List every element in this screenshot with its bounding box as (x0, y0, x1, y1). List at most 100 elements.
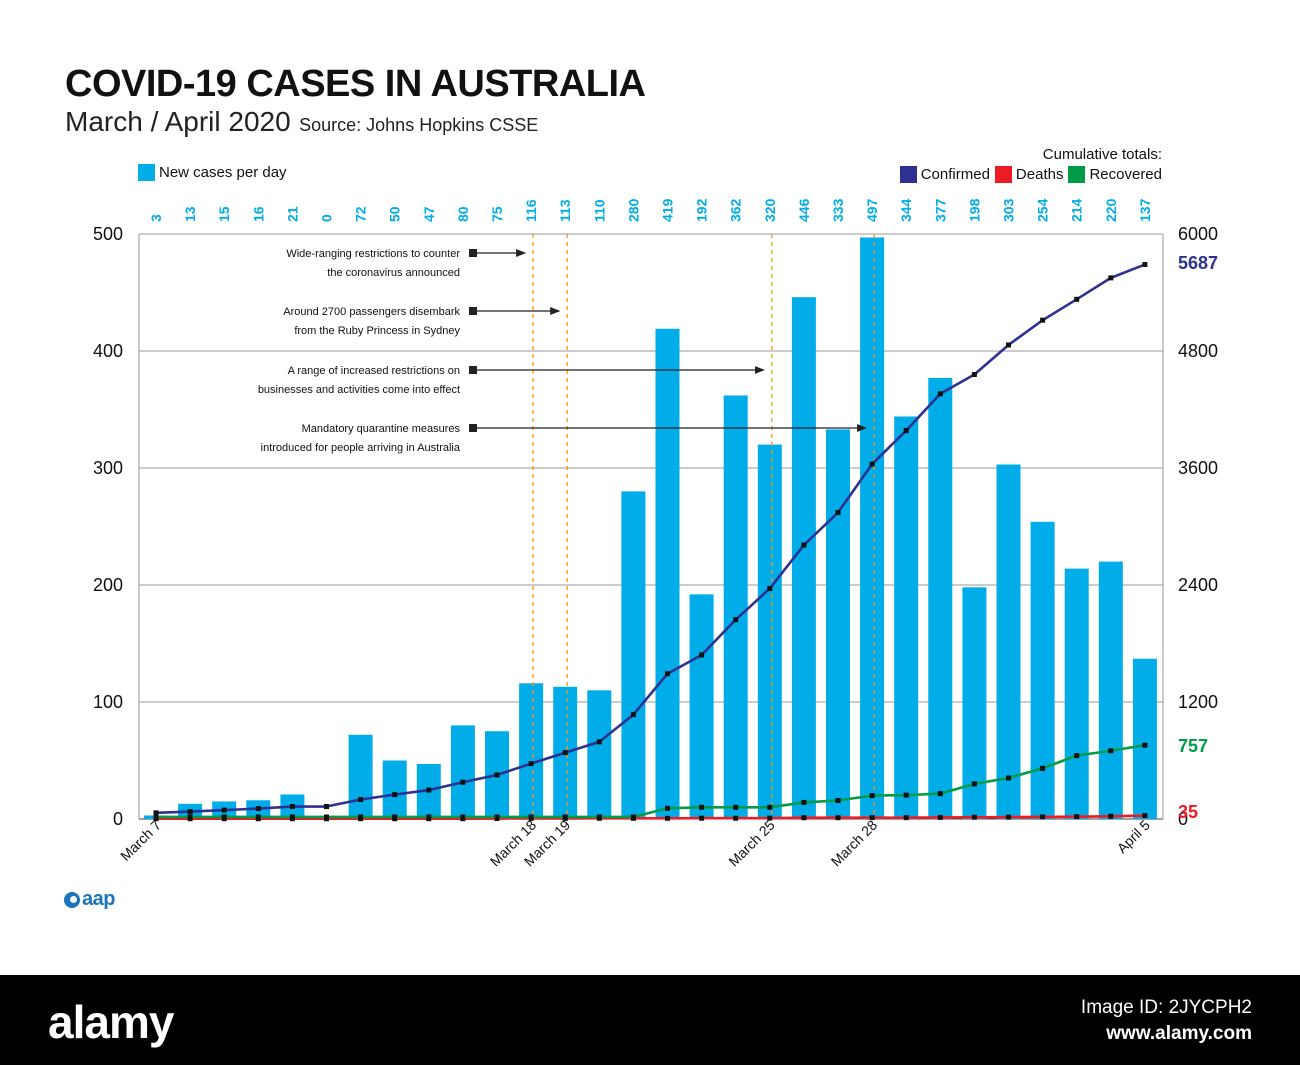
series-line (155, 263, 1146, 815)
series-point (1040, 317, 1046, 323)
y-tick-label-left: 100 (93, 692, 123, 712)
event-annotation-line2: introduced for people arriving in Austra… (261, 442, 461, 454)
y-tick-label-right: 4800 (1178, 341, 1218, 361)
bar (1030, 521, 1055, 819)
bar-value-label: 80 (455, 206, 471, 222)
series-point (596, 814, 602, 820)
legend-label-recovered: Recovered (1089, 166, 1162, 183)
series-point (767, 815, 773, 821)
series-point (665, 805, 670, 811)
series-line (156, 743, 1146, 819)
bar-value-label: 220 (1103, 198, 1119, 222)
legend-item-deaths: Deaths (994, 166, 1064, 183)
bar (962, 587, 987, 819)
series-point (153, 814, 159, 820)
series-point (426, 814, 432, 820)
bar-value-label: 16 (250, 206, 266, 222)
event-marker (469, 424, 477, 432)
series-point (767, 586, 773, 592)
event-marker (469, 307, 477, 315)
x-tick-label: March 7 (117, 817, 164, 864)
bar-value-label: 72 (353, 206, 369, 222)
subtitle-line: March / April 2020 Source: Johns Hopkins… (65, 106, 646, 143)
series-point (255, 806, 261, 812)
bar (894, 416, 919, 819)
y-tick-label-left: 300 (93, 458, 123, 478)
series-point (1108, 748, 1114, 754)
series-point (153, 810, 159, 816)
series-point (562, 750, 568, 756)
series-point (187, 809, 193, 815)
y-tick-label-left: 0 (113, 809, 123, 829)
y-tick-label-right: 2400 (1178, 575, 1218, 595)
bar (791, 297, 816, 819)
legend-swatch-deaths (994, 166, 1012, 183)
bar-value-label: 3 (148, 214, 164, 222)
bar-value-label: 15 (216, 206, 232, 222)
bar (348, 734, 373, 819)
y-tick-label-left: 400 (93, 341, 123, 361)
y-tick-label-right: 3600 (1178, 458, 1218, 478)
x-tick-label: March 25 (725, 817, 778, 870)
series-point (971, 814, 977, 820)
aap-logo-icon (64, 891, 80, 908)
bar (450, 725, 475, 819)
series-point (903, 815, 909, 821)
series-point (835, 815, 841, 821)
series-point (221, 807, 227, 813)
bars-layer (144, 237, 1157, 819)
series-point (187, 814, 193, 820)
series-point (801, 542, 807, 548)
title-block: COVID-19 CASES IN AUSTRALIA March / Apri… (65, 62, 646, 143)
series-point (767, 804, 773, 810)
bar (928, 377, 953, 819)
bar-value-label: 377 (932, 198, 948, 222)
series-point (289, 804, 295, 810)
bar (1064, 568, 1089, 819)
event-annotation-line1: Wide-ranging restrictions to counter (286, 248, 460, 260)
event-annotation-line2: businesses and activities come into effe… (258, 384, 460, 396)
bar-value-label: 47 (421, 206, 437, 222)
series-point (1108, 813, 1114, 819)
series-point (1040, 765, 1046, 771)
series-point (869, 793, 875, 799)
series-point (221, 814, 227, 820)
series-point (494, 814, 500, 820)
series-point (630, 712, 636, 718)
series-point (1040, 814, 1046, 820)
legend-cumulative-items: Confirmed Deaths Recovered (895, 166, 1162, 183)
event-marker (469, 249, 477, 257)
bar-value-label: 254 (1035, 198, 1051, 222)
bar-value-label: 303 (1001, 198, 1017, 222)
series-point (494, 772, 500, 778)
lines-layer (153, 262, 1148, 822)
event-annotation-line2: from the Ruby Princess in Sydney (294, 325, 460, 337)
bar-value-label: 50 (387, 206, 403, 222)
bar-value-label: 333 (830, 198, 846, 222)
bar-value-label: 198 (966, 198, 982, 222)
event-annotation-line2: the coronavirus announced (327, 267, 460, 279)
watermark-band: alamy Image ID: 2JYCPH2 www.alamy.com (0, 975, 1300, 1065)
bar-value-label: 419 (660, 198, 676, 222)
event-marker (469, 366, 477, 374)
series-point (937, 391, 943, 397)
chart-source: Source: Johns Hopkins CSSE (299, 115, 539, 135)
series-point (665, 671, 670, 677)
y-tick-label-left: 500 (93, 224, 123, 244)
bar (621, 491, 646, 819)
series-point (358, 797, 364, 802)
series-point (665, 815, 670, 821)
legend-label-deaths: Deaths (1015, 166, 1064, 183)
event-annotation-line1: Mandatory quarantine measures (302, 423, 461, 435)
series-point (358, 814, 364, 820)
bar-value-label: 0 (319, 214, 335, 222)
series-point (1006, 342, 1011, 348)
series-point (1006, 814, 1011, 820)
bar-value-label: 75 (489, 206, 505, 222)
series-point (835, 510, 841, 516)
aap-logo: aap (64, 888, 115, 911)
series-line (156, 814, 1145, 821)
y-tick-label-right: 0 (1178, 809, 1188, 829)
series-end-label: 35 (1178, 802, 1198, 822)
bar (1132, 658, 1157, 819)
